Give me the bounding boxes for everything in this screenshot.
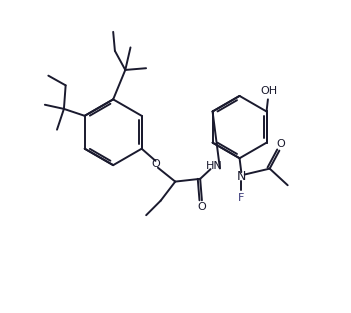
Text: F: F	[238, 193, 245, 203]
Text: O: O	[198, 202, 206, 212]
Text: O: O	[277, 139, 285, 149]
Text: O: O	[152, 159, 160, 169]
Text: HN: HN	[206, 161, 223, 171]
Text: N: N	[237, 170, 246, 183]
Text: OH: OH	[260, 86, 278, 96]
